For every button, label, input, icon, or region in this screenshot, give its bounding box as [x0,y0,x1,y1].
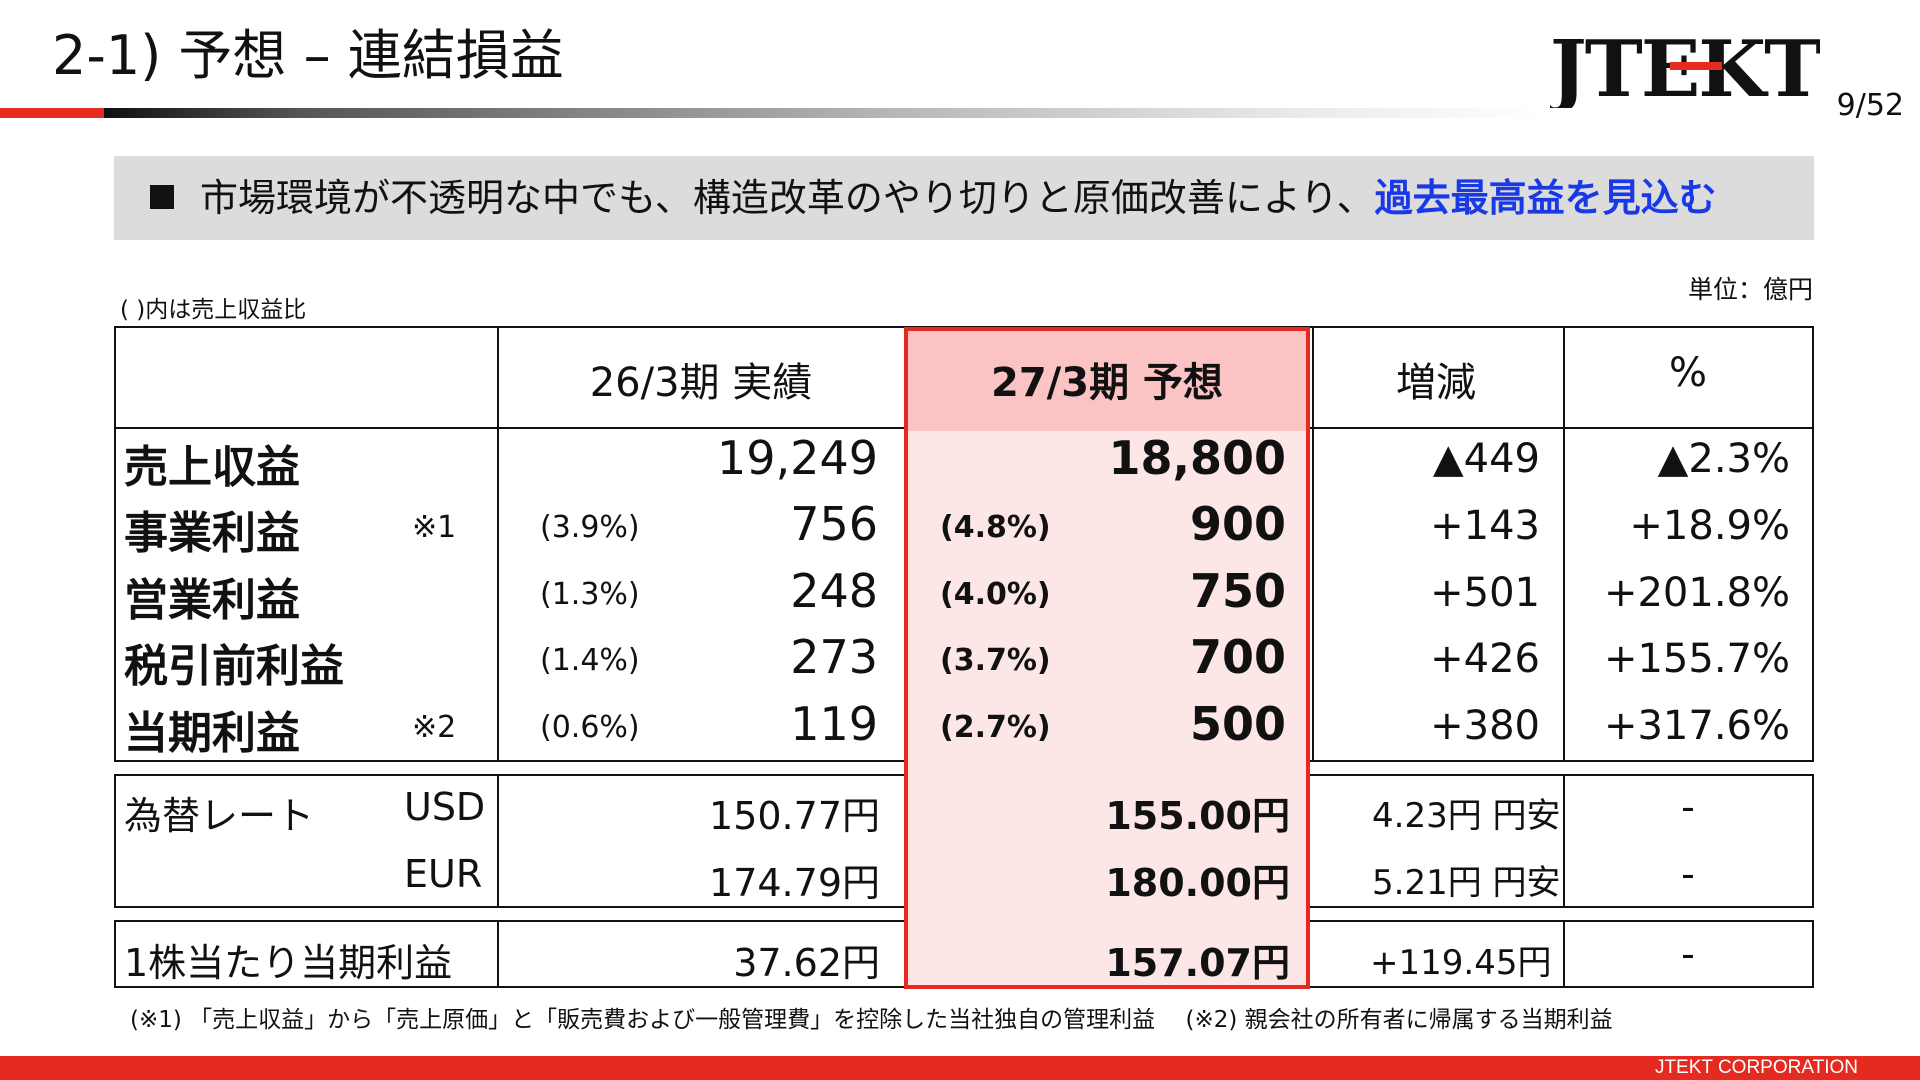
eps-forecast: 157.07円 [1105,941,1290,985]
row-note: ※1 [412,510,457,545]
row-change-pct: +155.7% [1603,636,1790,682]
title-underline [0,108,1540,118]
fx-actual: 174.79円 [709,861,880,905]
row-label: 売上収益 [124,442,300,493]
row-actual: 19,249 [717,431,878,485]
fx-change: 5.21円 円安 [1372,863,1561,903]
fx-pct: - [1681,852,1695,896]
row-change-pct: +317.6% [1603,703,1790,749]
eps-change: +119.45円 [1370,943,1552,983]
row-forecast: 750 [1189,564,1286,618]
fx-currency: EUR [404,852,483,896]
row-forecast: 700 [1189,630,1286,684]
headline-text: 市場環境が不透明な中でも、構造改革のやり切りと原価改善により、過去最高益を見込む [150,156,1717,240]
row-note: ※2 [412,710,457,745]
header-actual: 26/3期 実績 [589,360,813,406]
page-number: 9/52 [1836,88,1904,123]
row-change-pct: ▲2.3% [1657,436,1790,482]
row-label: 事業利益 [124,508,300,559]
row-change: +426 [1430,636,1540,682]
row-forecast-pct: (4.8%) [940,510,1051,545]
header-change-pct: % [1668,350,1707,396]
footer-bar: JTEKT CORPORATION [0,1056,1920,1080]
row-forecast-pct: (4.0%) [940,577,1051,612]
forecast-header-bg [908,331,1306,431]
eps-label: 1株当たり当期利益 [124,941,453,985]
headline-main: 市場環境が不透明な中でも、構造改革のやり切りと原価改善により、 [200,176,1375,220]
row-actual: 119 [790,697,878,751]
fx-currency: USD [404,785,486,829]
logo-red-bar [1670,62,1722,70]
row-label: 営業利益 [124,575,300,626]
row-forecast-pct: (2.7%) [940,710,1051,745]
row-actual-pct: (1.4%) [540,643,640,678]
fx-forecast: 155.00円 [1105,794,1290,838]
row-actual-pct: (0.6%) [540,710,640,745]
header-change: 増減 [1396,360,1476,406]
footer-company: JTEKT CORPORATION [1654,1057,1858,1078]
fx-pct: - [1681,785,1695,829]
row-forecast: 900 [1189,497,1286,551]
footnote: (※1) 「売上収益」から「売上原価」と「販売費および一般管理費」を控除した当社… [130,1007,1613,1033]
headline-banner: 市場環境が不透明な中でも、構造改革のやり切りと原価改善により、過去最高益を見込む [114,156,1814,240]
square-bullet-icon [150,185,174,209]
unit-label: 単位：億円 [1687,275,1813,304]
fx-actual: 150.77円 [709,794,880,838]
row-change-pct: +18.9% [1629,503,1790,549]
row-change: +143 [1430,503,1540,549]
row-change: ▲449 [1432,436,1540,482]
row-forecast: 18,800 [1108,431,1286,485]
row-forecast: 500 [1189,697,1286,751]
row-label: 税引前利益 [124,641,344,692]
row-actual: 248 [790,564,878,618]
fx-change: 4.23円 円安 [1372,796,1561,836]
fx-label: 為替レート [124,794,315,838]
fx-forecast: 180.00円 [1105,861,1290,905]
jtekt-logo: JTEKT [1550,24,1820,108]
eps-pct: - [1681,932,1695,976]
headline-highlight: 過去最高益を見込む [1374,176,1717,220]
ratio-note: ( )内は売上収益比 [120,297,307,323]
row-forecast-pct: (3.7%) [940,643,1051,678]
forecast-column-highlight [904,327,1310,989]
header-forecast: 27/3期 予想 [990,360,1224,406]
row-actual: 273 [790,630,878,684]
row-change: +380 [1430,703,1540,749]
row-change-pct: +201.8% [1603,570,1790,616]
row-label: 当期利益 [124,708,300,759]
eps-actual: 37.62円 [733,941,880,985]
row-change: +501 [1430,570,1540,616]
page-title: 2-1) 予想 – 連結損益 [52,24,564,87]
row-actual: 756 [790,497,878,551]
row-actual-pct: (3.9%) [540,510,640,545]
row-actual-pct: (1.3%) [540,577,640,612]
